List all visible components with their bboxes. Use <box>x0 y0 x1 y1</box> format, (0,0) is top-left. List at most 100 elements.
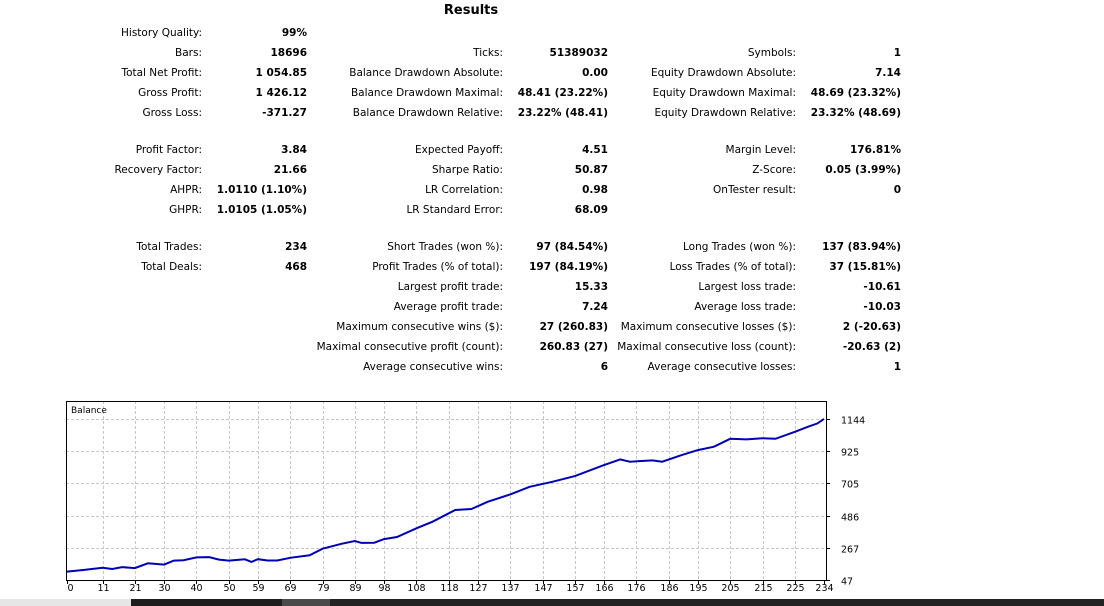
x-tick-label: 98 <box>378 583 390 594</box>
y-tick-label: 267 <box>841 545 859 556</box>
x-tick-label: 234 <box>815 583 833 594</box>
x-tick-label: 215 <box>754 583 772 594</box>
stat-label: Sharpe Ratio: <box>431 164 503 176</box>
results-title: Results <box>443 3 499 18</box>
x-tick-label: 50 <box>223 583 235 594</box>
x-tick-label: 89 <box>349 583 361 594</box>
stat-label: Balance Drawdown Maximal: <box>350 87 503 99</box>
stat-label: Gross Loss: <box>142 107 203 119</box>
stat-value: 234 <box>285 241 307 253</box>
taskbar-segment <box>330 599 1104 606</box>
stat-label: Equity Drawdown Absolute: <box>650 67 796 79</box>
stat-value: 23.22% (48.41) <box>517 107 608 119</box>
stat-value: 6 <box>600 361 608 373</box>
y-tick-label: 925 <box>841 448 859 459</box>
stat-value: 18696 <box>270 47 307 59</box>
stat-label: Total Trades: <box>136 241 202 253</box>
stat-label: Balance Drawdown Relative: <box>352 107 503 119</box>
stat-value: 260.83 (27) <box>539 341 608 353</box>
x-tick-label: 40 <box>190 583 202 594</box>
x-tick-label: 11 <box>97 583 109 594</box>
stat-value: 48.41 (23.22%) <box>517 87 608 99</box>
stat-value: 2 (-20.63) <box>842 321 901 333</box>
stat-value: 3.84 <box>281 144 307 156</box>
stat-label: Z-Score: <box>752 164 796 176</box>
stat-value: 1 426.12 <box>255 87 307 99</box>
stat-value: 7.14 <box>875 67 901 79</box>
stat-label: Largest profit trade: <box>397 281 503 293</box>
taskbar-segment <box>131 599 282 606</box>
x-tick-label: 79 <box>317 583 329 594</box>
stat-value: 1.0110 (1.10%) <box>216 184 307 196</box>
balance-line <box>66 418 825 573</box>
stat-label: Gross Profit: <box>138 87 202 99</box>
stat-label: Total Deals: <box>141 261 202 273</box>
x-tick-label: 147 <box>534 583 552 594</box>
stat-label: Expected Payoff: <box>414 144 503 156</box>
x-tick-label: 59 <box>252 583 264 594</box>
stat-label: Maximal consecutive profit (count): <box>316 341 503 353</box>
stat-label: Short Trades (won %): <box>387 241 503 253</box>
stat-value: 1 054.85 <box>255 67 307 79</box>
plot-area <box>66 401 826 580</box>
stat-value: 0.00 <box>582 67 608 79</box>
stat-value: 197 (84.19%) <box>529 261 608 273</box>
stat-label: History Quality: <box>121 27 202 39</box>
x-tick-label: 186 <box>660 583 678 594</box>
stat-label: Maximal consecutive loss (count): <box>617 341 796 353</box>
stat-value: 15.33 <box>574 281 608 293</box>
x-tick-label: 225 <box>786 583 804 594</box>
stat-value: 0.98 <box>582 184 608 196</box>
x-tick-label: 69 <box>284 583 296 594</box>
plot-frame <box>66 401 827 581</box>
x-tick-label: 118 <box>440 583 458 594</box>
taskbar-segment <box>282 599 330 606</box>
y-tick-label: 47 <box>841 577 853 588</box>
stat-value: -10.03 <box>863 301 901 313</box>
stat-value: -371.27 <box>262 107 307 119</box>
x-tick-label: 108 <box>407 583 425 594</box>
x-tick-label: 127 <box>469 583 487 594</box>
stat-value: 1 <box>893 361 901 373</box>
stat-label: GHPR: <box>169 204 202 216</box>
stat-value: 27 (260.83) <box>539 321 608 333</box>
stat-label: Maximum consecutive losses ($): <box>620 321 796 333</box>
stat-label: AHPR: <box>170 184 202 196</box>
stat-label: Maximum consecutive wins ($): <box>336 321 503 333</box>
stat-value: 99% <box>281 27 307 39</box>
x-tick-label: 166 <box>595 583 613 594</box>
stat-label: Long Trades (won %): <box>682 241 796 253</box>
stat-value: 0 <box>893 184 901 196</box>
stat-value: 7.24 <box>582 301 608 313</box>
y-tick-label: 1144 <box>841 416 865 427</box>
stat-label: LR Correlation: <box>425 184 503 196</box>
stat-label: Recovery Factor: <box>114 164 202 176</box>
chart-title: Balance <box>71 406 107 416</box>
stat-value: 48.69 (23.32%) <box>810 87 901 99</box>
stat-label: Profit Factor: <box>135 144 202 156</box>
stat-label: Equity Drawdown Relative: <box>654 107 796 119</box>
stat-value: -20.63 (2) <box>842 341 901 353</box>
stat-label: Equity Drawdown Maximal: <box>652 87 796 99</box>
stat-label: Average loss trade: <box>694 301 796 313</box>
stat-value: 97 (84.54%) <box>536 241 608 253</box>
stat-value: 4.51 <box>582 144 608 156</box>
stat-label: LR Standard Error: <box>406 204 503 216</box>
stat-label: Average consecutive wins: <box>363 361 503 373</box>
stat-label: Symbols: <box>747 47 796 59</box>
stat-label: Balance Drawdown Absolute: <box>349 67 503 79</box>
y-tick-label: 486 <box>841 513 859 524</box>
stat-label: Bars: <box>175 47 202 59</box>
stat-value: 50.87 <box>574 164 608 176</box>
stat-value: -10.61 <box>863 281 901 293</box>
stat-label: Margin Level: <box>725 144 796 156</box>
stat-value: 37 (15.81%) <box>829 261 901 273</box>
x-tick-label: 137 <box>501 583 519 594</box>
x-tick-label: 30 <box>158 583 170 594</box>
x-tick-label: 195 <box>689 583 707 594</box>
x-tick-label: 0 <box>68 583 74 594</box>
x-tick-label: 176 <box>627 583 645 594</box>
x-tick-label: 157 <box>566 583 584 594</box>
stat-value: 176.81% <box>849 144 901 156</box>
